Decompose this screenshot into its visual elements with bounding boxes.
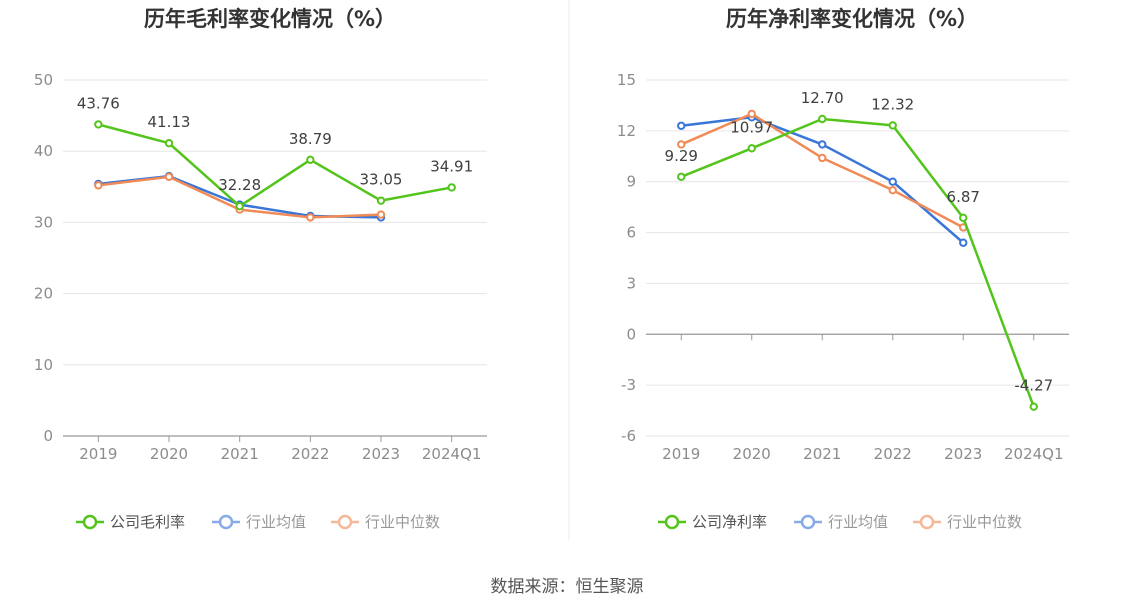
data-point: [376, 210, 386, 219]
data-label: 34.91: [430, 157, 473, 175]
y-tick-label: 3: [626, 274, 636, 292]
y-tick-label: -3: [621, 376, 636, 394]
legend-item[interactable]: 公司净利率: [658, 513, 767, 531]
x-tick-label: 2022: [874, 445, 912, 463]
data-point: [164, 138, 174, 148]
data-point: [818, 140, 827, 149]
data-label: 43.76: [77, 94, 120, 112]
chart-title: 历年毛利率变化情况（%）: [144, 7, 396, 31]
x-tick-label: 2020: [733, 445, 771, 463]
gross-margin-chart: 历年毛利率变化情况（%） 0 10 20 30 40 50 2019 2020 2021 2022 2…: [34, 7, 487, 531]
x-tick-label: 2019: [79, 445, 117, 463]
data-point: [888, 121, 897, 130]
y-tick-label: 12: [617, 122, 636, 140]
data-label: 12.32: [871, 95, 914, 113]
series-line-0: [680, 117, 1035, 408]
y-tick-label: 0: [626, 325, 636, 343]
net-margin-chart: 历年净利率变化情况（%） -6 -3 0 3 6 9 12 15 2019 2020 2021 2022…: [617, 7, 1069, 531]
legend-marker-icon: [337, 514, 353, 530]
y-tick-label: 0: [43, 427, 53, 445]
data-point: [94, 120, 103, 129]
y-tick-label: 10: [34, 356, 53, 374]
legend-label: 行业中位数: [365, 513, 440, 531]
y-tick-label: 9: [626, 173, 636, 191]
data-point: [677, 172, 686, 181]
data-point: [94, 181, 103, 190]
x-tick-label: 2021: [221, 445, 259, 463]
x-tick-label: 2023: [362, 445, 400, 463]
data-label: 9.29: [665, 147, 698, 165]
chart-title: 历年净利率变化情况（%）: [726, 7, 978, 31]
y-tick-label: 15: [617, 71, 636, 89]
data-point: [747, 144, 756, 153]
data-point: [306, 155, 315, 165]
x-tick-label: 2021: [803, 445, 841, 463]
x-tick-label: 2023: [944, 445, 982, 463]
data-label: -4.27: [1014, 377, 1053, 395]
data-point: [747, 109, 756, 119]
y-tick-label: 6: [626, 224, 636, 242]
x-tick-label: 2022: [291, 445, 329, 463]
x-tick-label: 2024Q1: [1004, 445, 1064, 463]
legend-marker-icon: [82, 514, 98, 530]
legend-marker-icon: [800, 514, 816, 530]
data-point: [888, 185, 897, 195]
data-point: [164, 172, 174, 182]
series-line-1: [681, 116, 965, 244]
data-label: 38.79: [289, 130, 332, 148]
y-tick-label: 40: [34, 142, 53, 160]
data-label: 32.28: [218, 176, 261, 194]
data-point: [306, 213, 315, 222]
legend-item[interactable]: 行业中位数: [913, 513, 1022, 531]
legend-item[interactable]: 公司毛利率: [76, 513, 185, 531]
data-label: 10.97: [730, 118, 773, 136]
data-point: [959, 213, 968, 223]
legend-marker-icon: [919, 514, 935, 530]
data-label: 33.05: [360, 171, 403, 189]
legend-item[interactable]: 行业均值: [794, 513, 888, 531]
x-tick-label: 2024Q1: [422, 445, 482, 463]
data-source-note: 数据来源：恒生聚源: [490, 577, 644, 597]
data-point: [235, 201, 244, 211]
legend-label: 行业均值: [828, 513, 888, 531]
legend-label: 公司净利率: [692, 513, 767, 531]
data-label: 41.13: [148, 113, 191, 131]
data-point: [376, 196, 386, 205]
data-label: 12.70: [801, 89, 844, 107]
data-point: [1029, 402, 1038, 411]
legend-marker-icon: [664, 514, 680, 530]
legend-marker-icon: [218, 514, 234, 530]
legend-label: 行业中位数: [947, 513, 1022, 531]
data-point: [818, 153, 827, 163]
y-tick-label: 30: [34, 213, 53, 231]
legend-label: 公司毛利率: [110, 513, 185, 531]
data-point: [677, 140, 686, 149]
x-tick-label: 2020: [150, 445, 188, 463]
legend-label: 行业均值: [246, 513, 306, 531]
legend-item[interactable]: 行业均值: [212, 513, 306, 531]
y-tick-label: 50: [34, 71, 53, 89]
data-point: [447, 183, 456, 192]
data-point: [677, 121, 686, 130]
data-point: [818, 114, 827, 124]
x-tick-label: 2019: [662, 445, 700, 463]
data-label: 6.87: [947, 188, 980, 206]
series-line-0: [98, 123, 452, 208]
data-point: [888, 177, 897, 186]
legend-item[interactable]: 行业中位数: [331, 513, 440, 531]
y-tick-label: -6: [621, 427, 636, 445]
data-point: [959, 238, 968, 247]
y-tick-label: 20: [34, 285, 53, 303]
